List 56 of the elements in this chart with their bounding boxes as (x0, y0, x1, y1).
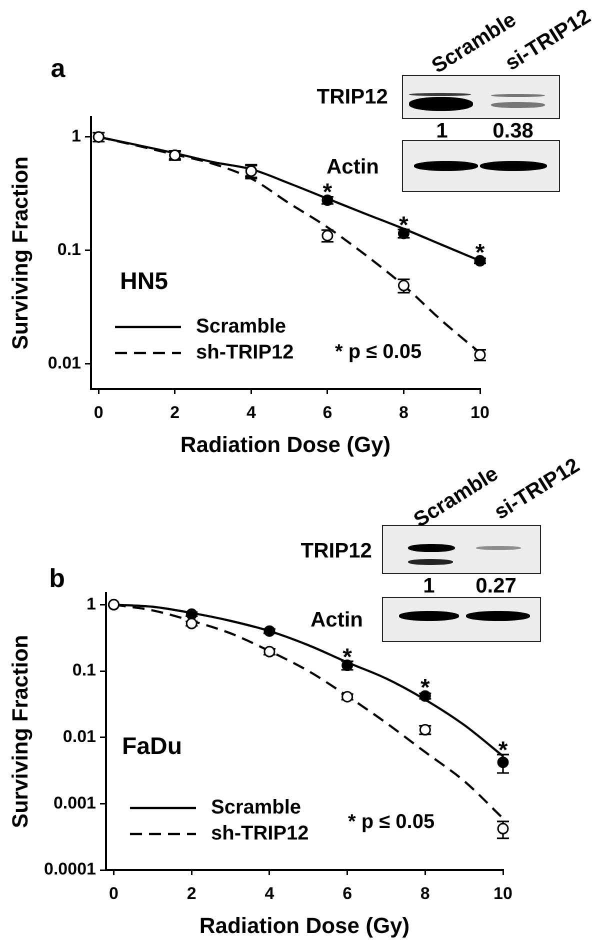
annotation: HN5 (120, 268, 168, 295)
annotation: * (498, 737, 508, 764)
point (186, 608, 198, 620)
legend-label: Scramble (211, 796, 302, 819)
y-tick-label: 0.001 (53, 793, 96, 812)
x-tick-label: 0 (109, 884, 119, 903)
annotation: Actin (310, 608, 363, 632)
y-tick-label: 1 (86, 594, 96, 614)
chart-title: a (50, 53, 66, 84)
x-tick-label: 2 (186, 884, 196, 903)
annotation: * (322, 178, 333, 206)
x-tick-label: 6 (342, 884, 352, 903)
chart-title: b (49, 563, 65, 594)
point (497, 756, 509, 768)
annotation: 1 (436, 120, 448, 142)
x-tick-label: 8 (398, 402, 408, 422)
x-tick-label: 6 (322, 402, 332, 422)
annotation: * p ≤ 0.05 (335, 341, 422, 363)
annotation: Actin (326, 156, 379, 178)
annotation: * p ≤ 0.05 (348, 811, 435, 833)
x-axis-title: Radiation Dose (Gy) (180, 432, 391, 457)
legend-label: sh-TRIP12 (211, 822, 309, 845)
x-tick-label: 2 (170, 402, 180, 422)
point (419, 690, 431, 702)
y-axis-title: Surviving Fraction (7, 634, 32, 828)
y-tick-label: 0.01 (62, 727, 96, 746)
y-tick-label: 0.1 (72, 660, 96, 680)
annotation: * (399, 212, 410, 240)
text: TRIP12 (316, 86, 388, 108)
annotation: FaDu (122, 733, 182, 760)
x-tick-label: 8 (420, 884, 430, 903)
y-axis-title: Surviving Fraction (7, 156, 32, 350)
legend-label: Scramble (196, 316, 286, 338)
x-tick-label: 10 (470, 402, 490, 422)
text: TRIP12 (300, 540, 372, 562)
point (264, 625, 276, 637)
y-tick-label: 0.1 (57, 240, 81, 260)
x-tick-label: 10 (494, 884, 512, 903)
annotation: * (475, 239, 486, 266)
annotation: * (420, 674, 430, 702)
annotation: 0.27 (476, 574, 516, 598)
point (264, 646, 276, 658)
legend-label: sh-TRIP12 (196, 342, 294, 364)
text: 0.38 (492, 120, 534, 142)
point (342, 690, 354, 702)
x-tick-label: 4 (264, 884, 275, 903)
x-tick-label: 4 (246, 402, 256, 422)
annotation: 1 (423, 574, 435, 598)
y-tick-label: 1 (72, 126, 81, 146)
x-tick-label: 0 (94, 402, 104, 422)
point (497, 822, 509, 834)
y-tick-label: 0.0001 (44, 860, 96, 879)
y-tick-label: 0.01 (48, 354, 81, 373)
x-axis-title: Radiation Dose (Gy) (199, 912, 410, 938)
point (186, 618, 198, 630)
annotation: * (342, 644, 353, 671)
